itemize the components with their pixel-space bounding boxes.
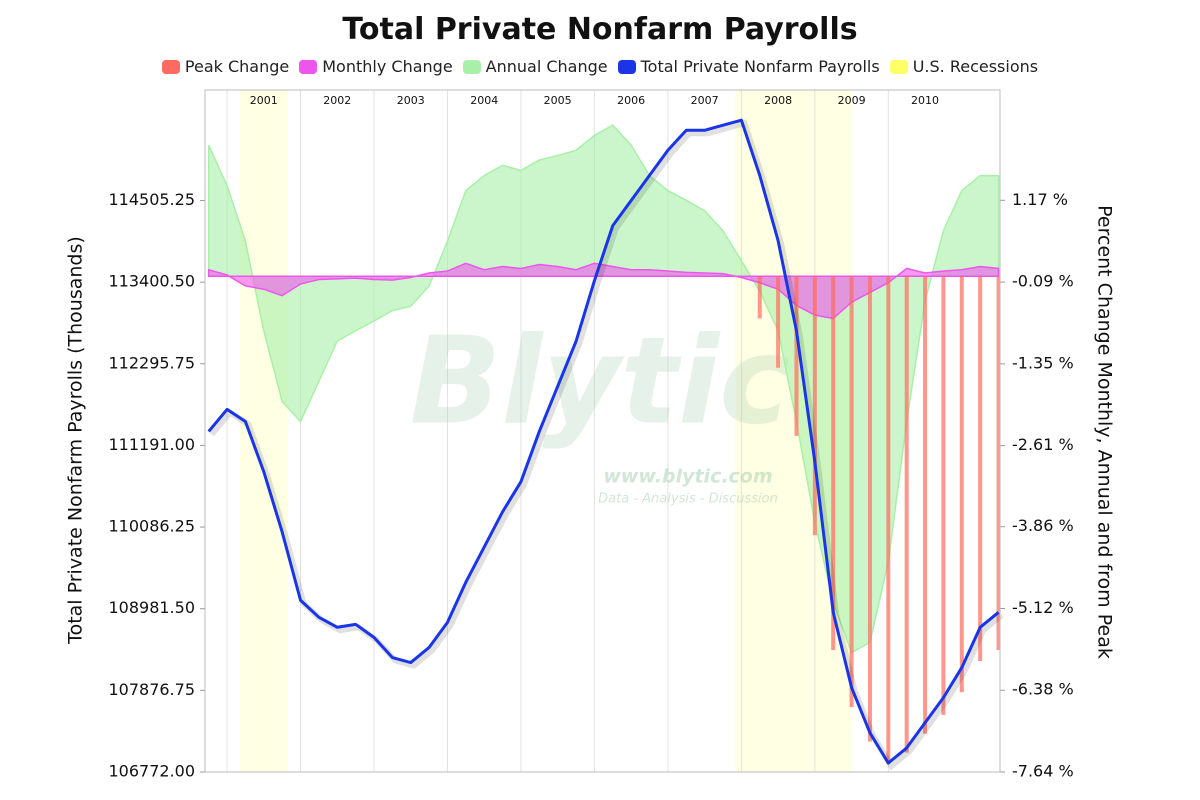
x-tick-label: 2006	[617, 94, 645, 107]
y2-axis-title: Percent Change Monthly, Annual and from …	[1094, 205, 1116, 659]
y2-tick-label: -1.35 %	[1012, 353, 1074, 372]
y-tick-label: 107876.75	[108, 680, 195, 699]
legend-item[interactable]: Annual Change	[462, 57, 608, 76]
bar	[867, 276, 872, 742]
bar	[996, 276, 1001, 651]
bar	[757, 276, 762, 319]
watermark-tagline: Data - Analysis - Discussion	[598, 492, 778, 507]
watermark-title: Blytic	[410, 313, 790, 452]
chart-title: Total Private Nonfarm Payrolls	[342, 12, 858, 47]
bar	[941, 276, 946, 715]
area	[207, 262, 1000, 320]
y2-tick-label: -7.64 %	[1012, 762, 1074, 781]
y-axis-title: Total Private Nonfarm Payrolls (Thousand…	[65, 236, 87, 645]
legend-swatch	[161, 59, 180, 74]
legend-label: Monthly Change	[322, 57, 453, 76]
x-tick-label: 2009	[838, 94, 866, 107]
x-tick-label: 2010	[911, 94, 939, 107]
bar	[849, 276, 854, 708]
plot-frame	[204, 89, 1001, 773]
y2-tick-label: -6.38 %	[1012, 680, 1074, 699]
x-tick-label: 2001	[250, 94, 278, 107]
bar	[923, 276, 928, 734]
y-tick-label: 110086.25	[108, 517, 195, 536]
y2-tick-label: 1.17 %	[1012, 190, 1068, 209]
y-tick-label: 113400.50	[108, 272, 195, 291]
area	[207, 124, 1000, 654]
x-tick-label: 2004	[470, 94, 498, 107]
y2-tick-label: -5.12 %	[1012, 598, 1074, 617]
y-tick-label: 106772.00	[108, 762, 195, 781]
y2-tick-label: -0.09 %	[1012, 272, 1074, 291]
y-tick-label: 112295.75	[108, 353, 195, 372]
y2-tick-label: -2.61 %	[1012, 435, 1074, 454]
bar	[776, 276, 781, 368]
recession-band	[239, 90, 289, 772]
watermark-url: www.blytic.com	[603, 466, 772, 488]
x-tick-label: 2003	[397, 94, 425, 107]
legend-label: Annual Change	[485, 57, 608, 76]
legend-item[interactable]: Total Private Nonfarm Payrolls	[617, 57, 880, 76]
bar	[978, 276, 983, 662]
bar	[831, 276, 836, 651]
legend-swatch	[462, 59, 481, 74]
bar	[812, 276, 817, 536]
legend-swatch	[299, 59, 318, 74]
legend-swatch	[889, 59, 908, 74]
legend-item[interactable]: Peak Change	[161, 57, 290, 76]
legend-label: U.S. Recessions	[912, 57, 1039, 76]
legend-item[interactable]: Monthly Change	[299, 57, 453, 76]
bar	[904, 276, 909, 753]
legend-label: Peak Change	[184, 57, 290, 76]
bar	[959, 276, 964, 693]
y-tick-label: 108981.50	[108, 598, 195, 617]
x-tick-label: 2007	[691, 94, 719, 107]
x-tick-label: 2002	[323, 94, 351, 107]
y2-tick-label: -3.86 %	[1012, 516, 1074, 535]
y-tick-label: 111191.00	[108, 435, 195, 454]
bar	[739, 276, 744, 277]
x-tick-label: 2005	[544, 94, 572, 107]
bar	[886, 276, 891, 765]
line-shadow	[209, 119, 1004, 771]
legend-label: Total Private Nonfarm Payrolls	[640, 57, 880, 76]
legend-item[interactable]: U.S. Recessions	[889, 57, 1039, 76]
bar	[794, 276, 799, 436]
line	[207, 118, 1000, 765]
legend-swatch	[617, 59, 636, 74]
y-tick-label: 114505.25	[108, 190, 195, 209]
legend: Peak Change Monthly Change Annual Change To…	[0, 57, 1200, 76]
x-tick-label: 2008	[764, 94, 792, 107]
